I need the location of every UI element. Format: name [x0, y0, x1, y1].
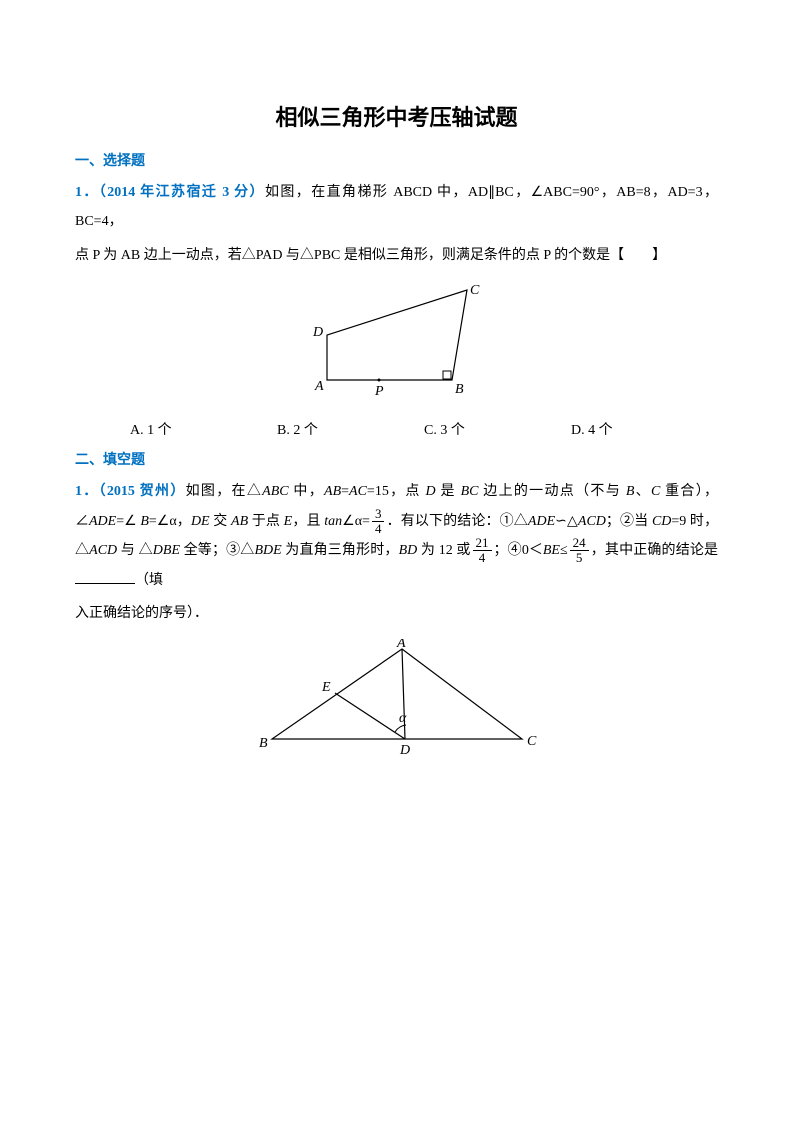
option-a: A. 1 个 [130, 419, 277, 439]
p2-f2n: 21 [473, 536, 492, 551]
problem1-source: （2014 年江苏宿迁 3 分） [99, 185, 265, 200]
p2-abc: ABC [262, 484, 288, 499]
problem2-lastline: 入正确结论的序号）． [75, 599, 718, 628]
p2-bc: BC [461, 484, 479, 499]
p2-ade: ADE [89, 514, 116, 529]
p2-frac1: 34 [372, 507, 385, 537]
p2-s18: 为 12 或 [417, 543, 470, 558]
section2-header: 二、填空题 [75, 449, 718, 469]
option-b: B. 2 个 [277, 419, 424, 439]
p2-s4: 边上的一动点（不与 [478, 484, 625, 499]
figure1-label-a: A [314, 379, 324, 394]
p2-s7: 交 [210, 514, 231, 529]
p2-s2: 中， [289, 484, 324, 499]
figure1-label-b: B [455, 382, 464, 397]
figure2-triangle: A B C D E α [247, 639, 547, 759]
figure1-label-c: C [470, 283, 480, 298]
p2-dbe: DBE [153, 543, 180, 558]
figure1-container: A B C D P [75, 280, 718, 405]
p2-bde: BDE [254, 543, 281, 558]
p2-s21: （填 [135, 573, 163, 588]
figure2-container: A B C D E α [75, 639, 718, 764]
p2-acd: ACD [578, 514, 606, 529]
p2-s12: ；②当 [606, 514, 652, 529]
fill-blank[interactable] [75, 570, 135, 584]
p2-bd: BD [399, 543, 418, 558]
p2-bvar: B [140, 514, 149, 529]
p2-f2d: 4 [473, 551, 492, 565]
p2-s10: ∠α= [342, 514, 370, 529]
figure1-label-p: P [374, 384, 384, 399]
p2-eq3: =∠ [116, 514, 136, 529]
p2-s1: 如图，在△ [186, 484, 263, 499]
p2-s6: =∠α， [149, 514, 191, 529]
problem2: 1．（2015 贺州）如图，在△ABC 中，AB=AC=15，点 D 是 BC … [75, 477, 718, 595]
figure1-trapezoid: A B C D P [287, 280, 507, 400]
p2-eq2: =15，点 [367, 484, 426, 499]
p2-be: BE [543, 543, 560, 558]
p2-eq1: = [341, 484, 349, 499]
figure2-label-d: D [399, 743, 410, 758]
p2-c: C [651, 484, 660, 499]
problem1-options: A. 1 个 B. 2 个 C. 3 个 D. 4 个 [75, 419, 718, 439]
p2-f1d: 4 [372, 522, 385, 536]
problem1-line2: 点 P 为 AB 边上一动点，若△PAD 与△PBC 是相似三角形，则满足条件的… [75, 241, 718, 270]
p2-frac3: 245 [570, 536, 589, 566]
p2-s17: 为直角三角形时， [282, 543, 399, 558]
p2-s8: 于点 [248, 514, 284, 529]
problem1-number: 1． [75, 185, 99, 200]
p2-e: E [284, 514, 293, 529]
figure2-label-a: A [396, 639, 406, 651]
figure1-label-d: D [312, 325, 323, 340]
p2-ab2: AB [231, 514, 248, 529]
p2-s19: ；④0＜ [494, 543, 543, 558]
p2-ade2: ADE [528, 514, 555, 529]
section1-header: 一、选择题 [75, 150, 718, 170]
problem2-source: （2015 贺州） [99, 484, 186, 499]
problem1: 1．（2014 年江苏宿迁 3 分）如图，在直角梯形 ABCD 中，AD∥BC，… [75, 178, 718, 237]
p2-f3n: 24 [570, 536, 589, 551]
p2-c1: 、 [634, 484, 651, 499]
p2-s15: △ [139, 543, 153, 558]
figure2-label-b: B [259, 736, 268, 751]
problem2-number: 1． [75, 484, 99, 499]
p2-sim: ∽△ [555, 514, 578, 529]
p2-frac2: 214 [473, 536, 492, 566]
p2-f1n: 3 [372, 507, 385, 522]
p2-d: D [426, 484, 436, 499]
p2-de: DE [191, 514, 210, 529]
p2-s20: ，其中正确的结论是 [591, 543, 718, 558]
p2-s14: 与 [117, 543, 135, 558]
p2-leq: ≤ [560, 543, 568, 558]
option-c: C. 3 个 [424, 419, 571, 439]
p2-f3d: 5 [570, 551, 589, 565]
option-d: D. 4 个 [571, 419, 718, 439]
p2-cd: CD [652, 514, 671, 529]
p2-tan: tan [324, 514, 342, 529]
page-title: 相似三角形中考压轴试题 [75, 100, 718, 132]
p2-acd2: ACD [89, 543, 117, 558]
figure2-label-e: E [321, 680, 331, 695]
p2-s3: 是 [436, 484, 461, 499]
p2-s16: 全等；③△ [180, 543, 254, 558]
figure2-label-alpha: α [399, 711, 407, 726]
p2-ac: AC [349, 484, 367, 499]
figure2-label-c: C [527, 734, 537, 749]
p2-s9: ，且 [292, 514, 324, 529]
p2-ab: AB [324, 484, 341, 499]
p2-s11: ．有以下的结论：①△ [386, 514, 527, 529]
